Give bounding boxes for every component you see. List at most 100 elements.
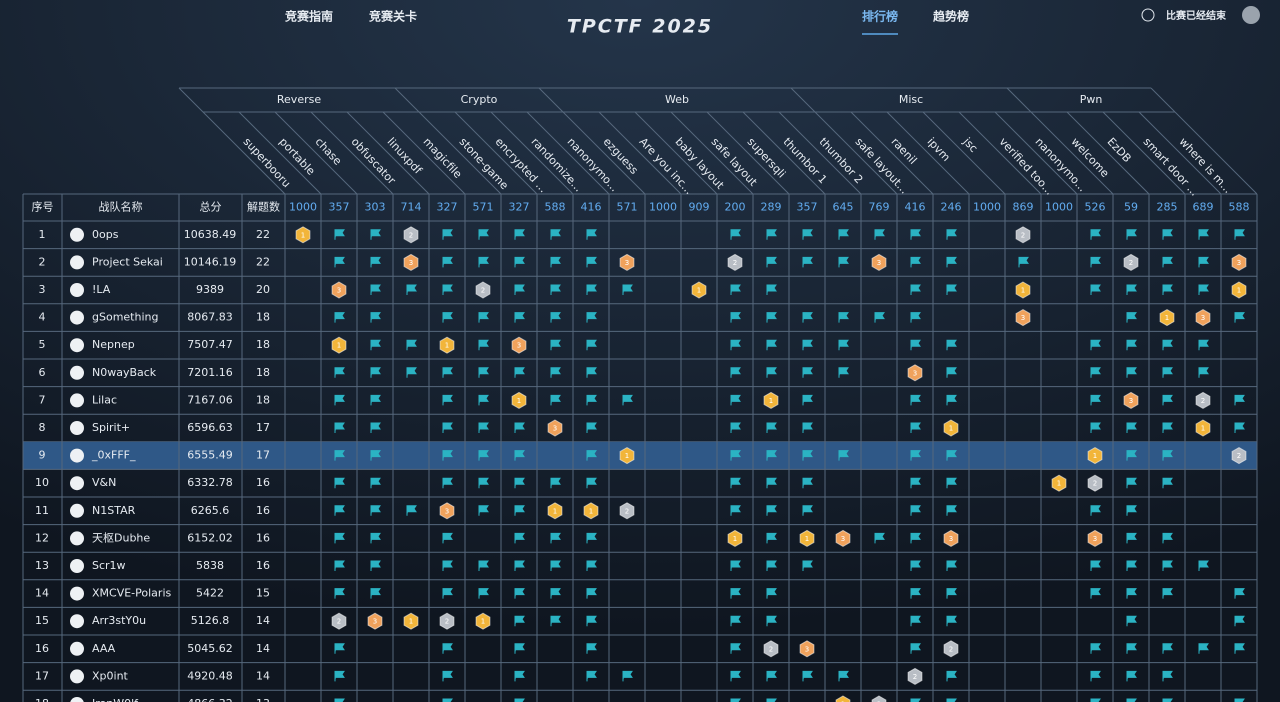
slant-line [706,111,790,195]
challenge-points: 327 [437,201,458,214]
solve-flag [802,422,813,433]
solve-flag [766,698,777,702]
blood-badge [619,447,635,465]
slant-line [418,111,502,195]
solve-flag [1162,450,1173,461]
solve-flag [1162,422,1173,433]
solve-flag [514,229,525,240]
solve-flag [334,312,345,323]
category-name: Misc [899,93,923,106]
solve-flag [334,505,345,516]
solve-flag [622,394,633,406]
solve-flag [550,367,561,378]
blood-rank: 2 [481,287,485,295]
team-name: Xp0int [92,669,129,682]
rank: 7 [39,393,46,406]
rank: 5 [39,338,46,351]
nav-link[interactable]: 竞赛关卡 [369,9,417,24]
solve-flag [442,532,453,544]
solve-flag [766,367,777,378]
blood-badge [619,502,635,520]
solve-flag [370,312,381,323]
score: 4866.32 [187,697,233,702]
nav-tab[interactable]: 排行榜 [862,9,898,24]
blood-rank: 1 [337,342,341,350]
solve-flag [1162,560,1173,571]
blood-badge [511,336,527,354]
solve-flag [370,339,381,351]
challenge-points: 714 [401,201,422,214]
blood-badge [511,391,527,409]
solve-flag [1090,284,1101,295]
solve-flag [514,560,525,571]
nav-link[interactable]: 竞赛指南 [285,9,333,24]
team-name: N1STAR [92,504,136,517]
user-avatar[interactable] [1242,6,1260,24]
solves: 22 [256,228,270,241]
blood-badge [943,529,959,547]
blood-badge [295,226,311,244]
solve-flag [586,560,597,571]
score: 6332.78 [187,476,233,489]
solves: 16 [256,504,270,517]
blood-badge [331,336,347,354]
challenge-points: 289 [761,201,782,214]
slant-line [274,111,358,195]
blood-badge [547,502,563,520]
blood-rank: 1 [841,701,845,702]
solve-flag [802,339,813,351]
solve-flag [334,588,345,599]
solve-flag [550,312,561,323]
slant-line [310,111,394,195]
challenge-points: 869 [1013,201,1034,214]
solve-flag [1198,339,1209,351]
solves: 20 [256,283,270,296]
blood-rank: 1 [733,535,737,543]
solves: 15 [256,587,270,600]
solves: 16 [256,531,270,544]
solve-flag [586,256,597,268]
solve-flag [874,532,885,544]
solve-flag [514,284,525,295]
slant-line [634,111,718,195]
blood-rank: 1 [625,452,629,460]
slant-line [1174,111,1258,195]
challenge-points: 1000 [289,201,317,214]
blood-rank: 1 [769,397,773,405]
team-avatar [70,476,84,491]
solve-flag [1126,229,1137,240]
team-avatar [70,531,84,546]
solve-flag [370,256,381,268]
solve-flag [334,450,345,461]
challenge-points: 769 [869,201,890,214]
blood-badge [835,695,851,702]
solve-flag [766,256,777,268]
solve-flag [514,477,525,489]
blood-rank: 1 [301,231,305,239]
solve-flag [1090,505,1101,516]
solve-flag [478,477,489,489]
slant-line [238,111,322,195]
solve-flag [442,256,453,268]
solve-flag [478,588,489,599]
solve-flag [910,643,921,654]
category-line [178,87,286,195]
rank: 3 [39,283,46,296]
solve-flag [370,229,381,240]
solve-flag [1162,698,1173,702]
blood-rank: 2 [1021,231,1025,239]
blood-badge [1231,281,1247,299]
solve-flag [730,312,741,323]
nav-tab[interactable]: 趋势榜 [933,9,969,24]
solve-flag [442,560,453,571]
solve-flag [550,394,561,406]
solve-flag [586,284,597,295]
challenge-points: 246 [941,201,962,214]
solve-flag [802,477,813,489]
score: 7201.16 [187,366,233,379]
solve-flag [1162,339,1173,351]
language-icon[interactable] [1141,8,1155,22]
team-avatar [70,448,84,463]
blood-rank: 2 [1129,259,1133,267]
solve-flag [1126,670,1137,682]
